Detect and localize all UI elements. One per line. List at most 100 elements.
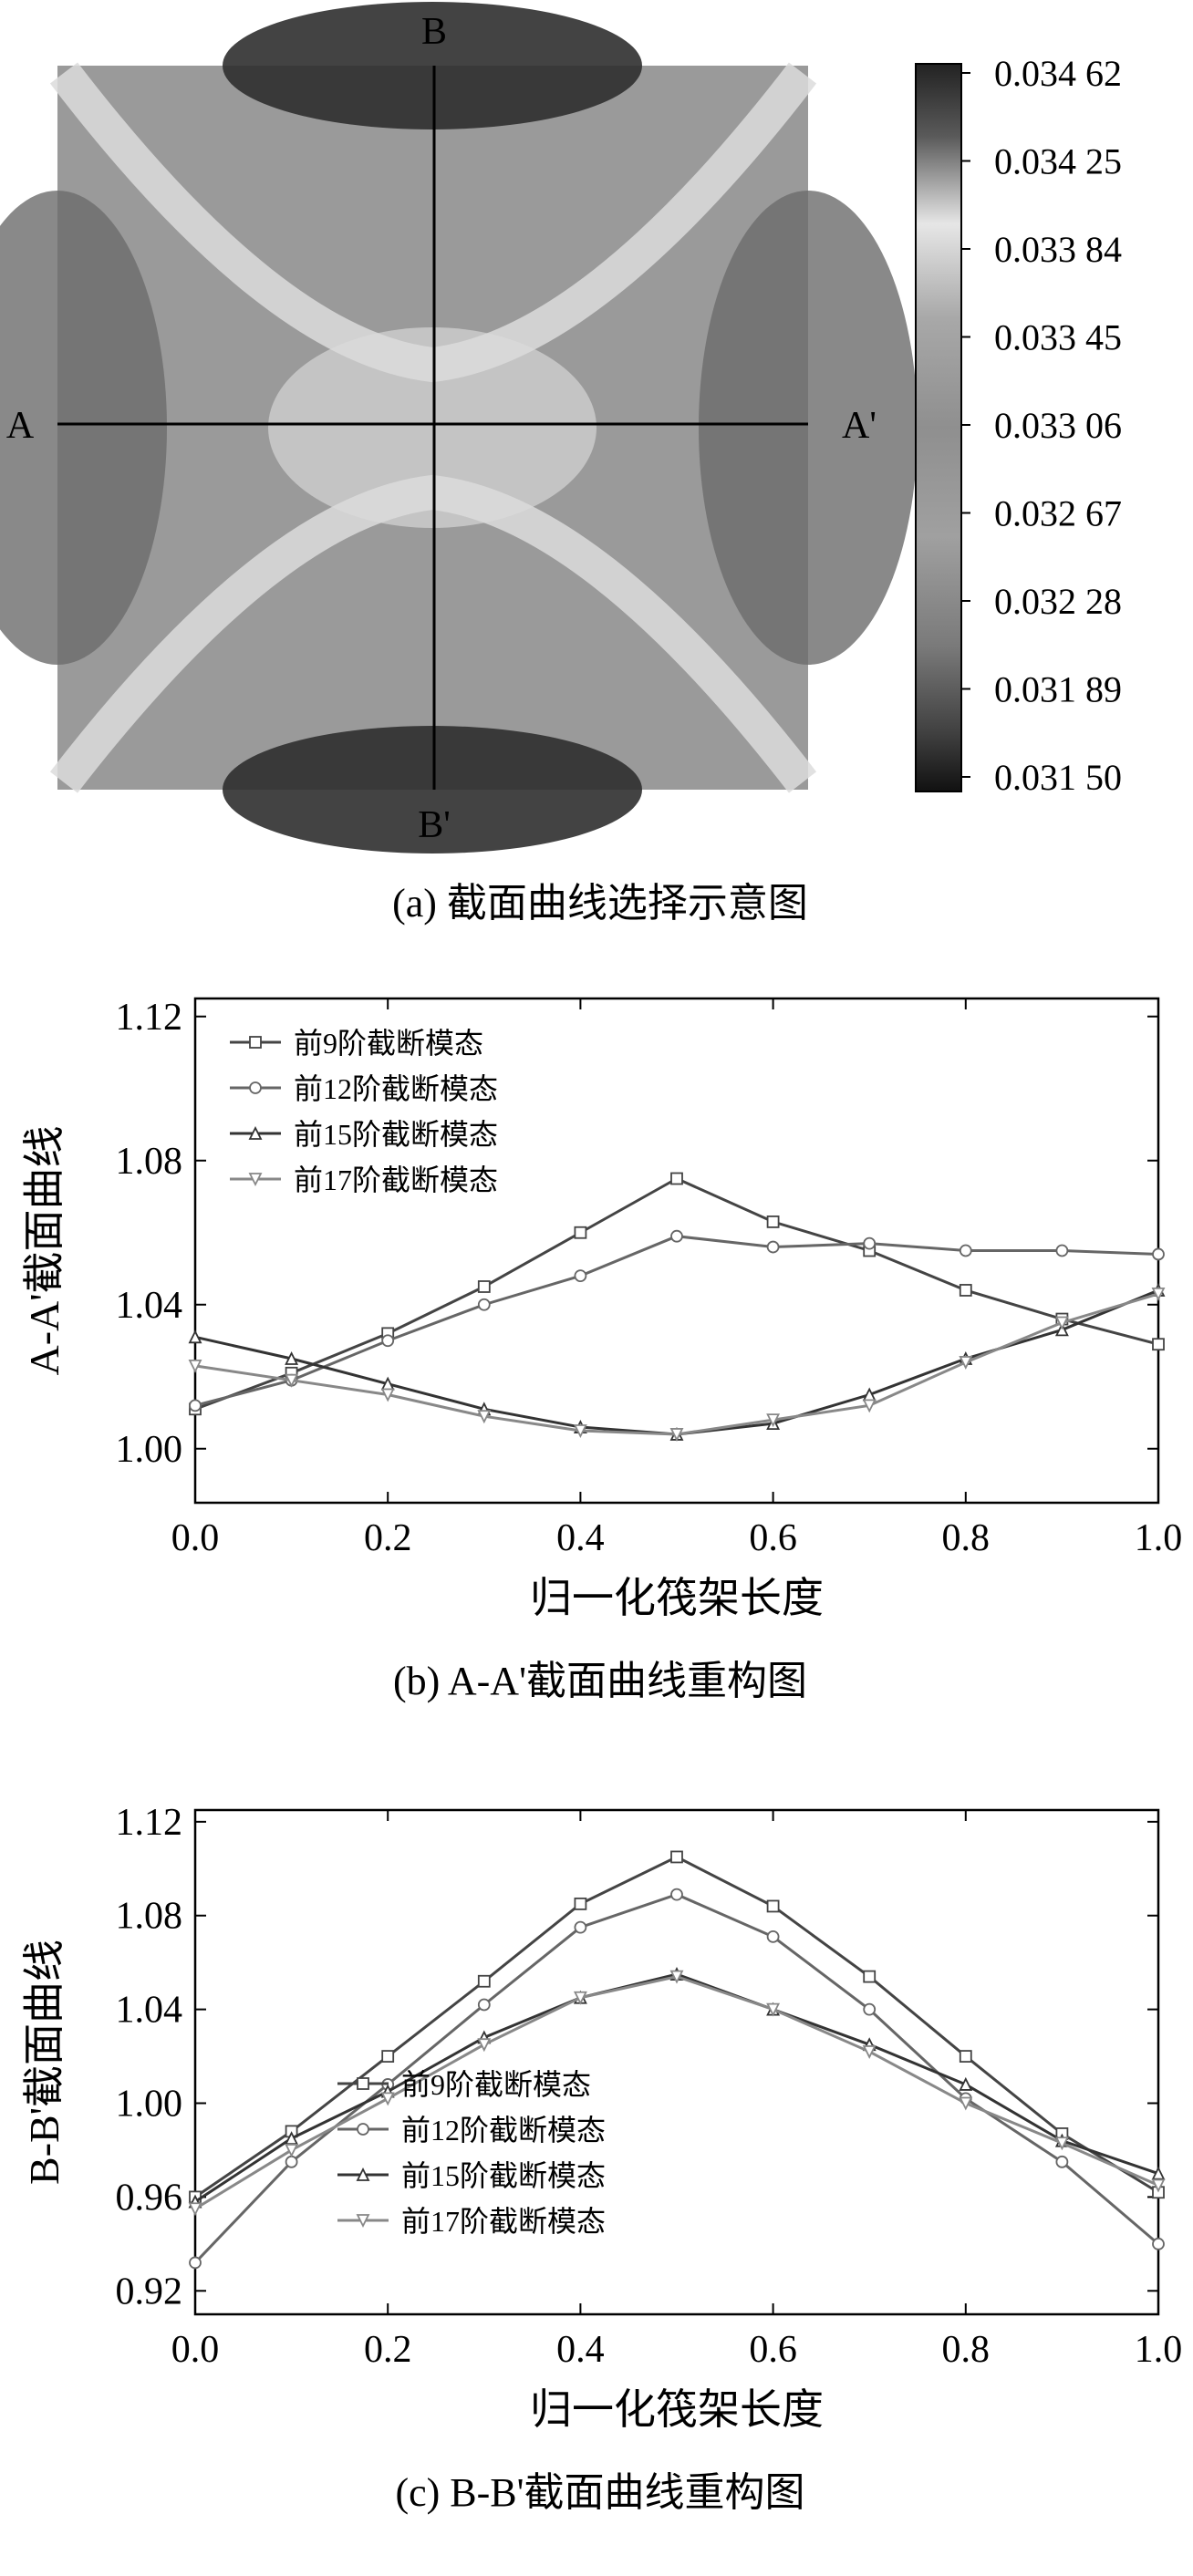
colorbar-tick-label: 0.032 67	[994, 493, 1122, 534]
data-point	[1152, 2237, 1165, 2250]
colorbar-tick-label: 0.033 84	[994, 229, 1122, 270]
colorbar-tick-label: 0.034 62	[994, 53, 1122, 94]
data-point	[285, 1350, 299, 1365]
legend-label: 前12阶截断模态	[401, 2114, 606, 2147]
data-point	[1151, 1288, 1166, 1301]
x-tick-label: 0.8	[942, 1517, 991, 1559]
data-point	[248, 1173, 263, 1187]
data-point	[477, 1410, 492, 1424]
data-point	[380, 1388, 395, 1402]
x-tick-label: 0.8	[942, 2329, 991, 2371]
data-point	[1152, 1247, 1165, 1261]
y-tick-label: 0.92	[116, 2271, 183, 2312]
data-point	[766, 1929, 780, 1943]
legend-label: 前9阶截断模态	[401, 2068, 591, 2101]
x-tick-label: 0.2	[364, 2329, 412, 2371]
x-tick-label: 0.4	[556, 1517, 605, 1559]
data-point	[959, 1356, 973, 1370]
data-point	[1055, 2155, 1069, 2168]
x-tick-label: 1.0	[1135, 2329, 1183, 2371]
data-point	[249, 1036, 262, 1049]
colorbar-ticks: 0.034 62 0.034 25 0.033 84 0.033 45 0.033 06…	[961, 53, 1122, 798]
colorbar-tick-label: 0.033 06	[994, 405, 1122, 446]
data-point	[766, 1413, 781, 1428]
data-point	[766, 1216, 780, 1228]
data-point	[188, 2202, 202, 2217]
y-axis-label: B-B'截面曲线	[21, 1940, 67, 2185]
x-tick-label: 0.6	[749, 1517, 797, 1559]
plot-frame	[193, 1808, 1160, 2316]
legend-label: 前17阶截断模态	[294, 1164, 498, 1196]
caption-a: (a) 截面曲线选择示意图	[392, 881, 808, 926]
series-line	[194, 1176, 1159, 1411]
data-point	[574, 1897, 587, 1910]
colorbar-tick-label: 0.033 45	[994, 317, 1122, 358]
series-line	[194, 1972, 1159, 2203]
data-point	[188, 1360, 202, 1373]
data-point	[574, 1269, 587, 1283]
data-point	[285, 2144, 299, 2157]
data-point	[477, 2038, 492, 2053]
chart-c: 0.0 0.2 0.4 0.6 0.8 1.0 0.92 0.96 1.00 1.04 1.08 1.…	[21, 1802, 1182, 2515]
x-axis-label: 归一化筏架长度	[530, 2386, 824, 2433]
data-point	[248, 1125, 263, 1140]
chart-caption: (c) B-B'截面曲线重构图	[395, 2470, 804, 2515]
colorbar	[915, 63, 962, 792]
label-b-bottom: B'	[418, 804, 451, 846]
data-point	[959, 1284, 972, 1297]
data-point	[670, 1850, 683, 1864]
series-line	[194, 1288, 1159, 1436]
x-tick-label: 1.0	[1135, 1517, 1183, 1559]
data-point	[477, 1298, 491, 1311]
data-point	[863, 2002, 877, 2016]
data-point	[959, 1244, 972, 1257]
data-point	[477, 1974, 491, 1988]
data-point	[862, 1399, 877, 1413]
data-point	[959, 2076, 973, 2091]
chart-b: 0.0 0.2 0.4 0.6 0.8 1.0 1.00 1.04 1.08 1.12 归一化筏架长…	[21, 997, 1182, 1703]
series-line	[194, 1292, 1159, 1436]
data-point	[189, 1399, 202, 1412]
legend-label: 前17阶截断模态	[401, 2205, 606, 2238]
data-point	[189, 2256, 202, 2270]
data-point	[477, 1280, 491, 1293]
x-tick-label: 0.0	[171, 1517, 220, 1559]
data-point	[1055, 1244, 1069, 1257]
legend-label: 前12阶截断模态	[294, 1072, 498, 1105]
series-line	[194, 1855, 1159, 2198]
label-a-right: A'	[842, 405, 877, 447]
x-tick-label: 0.2	[364, 1517, 412, 1559]
y-tick-label: 1.12	[116, 1802, 183, 1844]
heatmap-shading	[0, 2, 918, 853]
x-tick-label: 0.0	[171, 2329, 220, 2371]
data-point	[249, 1081, 262, 1094]
data-point	[356, 2214, 370, 2229]
y-tick-label: 1.00	[116, 1429, 183, 1471]
data-point	[669, 1970, 684, 1984]
x-axis-label: 归一化筏架长度	[530, 1575, 824, 1621]
y-tick-label: 1.12	[116, 997, 183, 1039]
data-point	[574, 1920, 587, 1934]
panel-a: B B' A A' 0.034 62 0.034 25 0.033 84 0.033 …	[0, 2, 1122, 926]
data-point	[357, 2123, 369, 2136]
x-tick-label: 0.4	[556, 2329, 605, 2371]
y-tick-label: 0.96	[116, 2177, 183, 2219]
chart-caption: (b) A-A'截面曲线重构图	[393, 1659, 807, 1703]
data-point	[573, 1424, 587, 1439]
colorbar-tick-label: 0.032 28	[994, 581, 1122, 622]
data-point	[670, 1172, 683, 1185]
data-point	[863, 1970, 877, 1983]
data-point	[1151, 2178, 1166, 2193]
data-point	[381, 1334, 395, 1348]
data-point	[766, 2002, 781, 2017]
data-point	[285, 1373, 299, 1388]
label-a-left: A	[6, 405, 35, 447]
data-point	[862, 2045, 877, 2059]
data-point	[1152, 1338, 1165, 1351]
y-tick-label: 1.00	[116, 2084, 183, 2126]
y-tick-label: 1.04	[116, 1285, 183, 1327]
data-point	[380, 2092, 395, 2106]
data-point	[766, 1240, 780, 1254]
legend-label: 前15阶截断模态	[401, 2159, 606, 2192]
